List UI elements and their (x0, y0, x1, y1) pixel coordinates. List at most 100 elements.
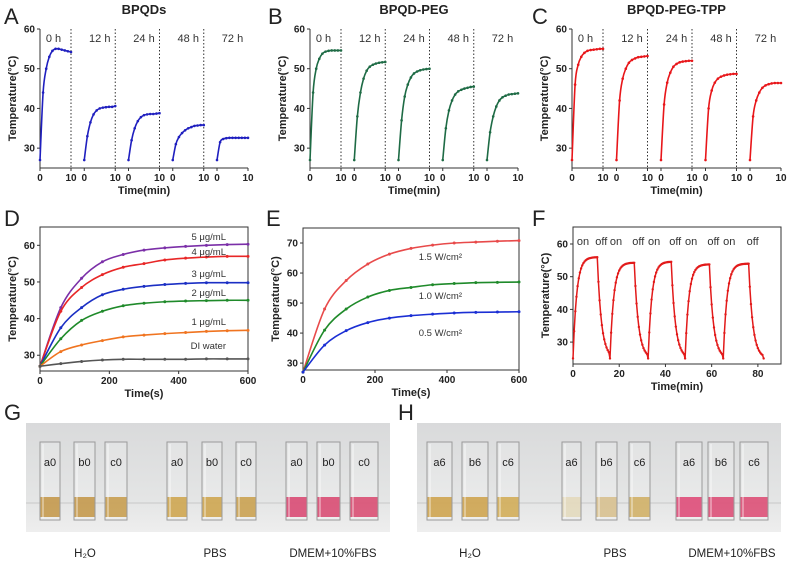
data-point (517, 310, 521, 314)
data-point (633, 261, 636, 264)
data-point (48, 55, 51, 59)
data-point (495, 310, 499, 314)
data-point (204, 255, 208, 259)
data-point (63, 49, 67, 52)
y-tick-label: 40 (24, 314, 36, 325)
x-tick-label: 40 (660, 369, 672, 380)
x-tick-label: 0 (307, 173, 313, 184)
data-point (656, 268, 659, 271)
cuvette-liquid (74, 497, 95, 517)
data-point (366, 295, 370, 299)
group-caption: DMEM+10%FBS (688, 548, 776, 560)
x-tick-label: 10 (380, 173, 392, 184)
panel-letter-c: C (532, 4, 548, 29)
data-point (601, 332, 605, 335)
series-12h (352, 60, 387, 162)
data-point (368, 65, 372, 69)
data-point (710, 89, 713, 92)
data-point (113, 104, 117, 108)
data-point (672, 301, 675, 305)
y-tick-label: 70 (287, 239, 299, 250)
data-point (517, 239, 521, 243)
data-point (453, 93, 457, 96)
cuvette (561, 441, 582, 521)
data-point (204, 357, 208, 361)
data-point (713, 333, 717, 337)
data-point (387, 252, 391, 256)
data-point (761, 353, 764, 357)
cuvette-label: c6 (502, 457, 514, 469)
data-point (612, 298, 615, 302)
cuvette-glass (316, 441, 341, 521)
x-tick-label: 10 (642, 173, 654, 184)
data-point (330, 49, 334, 52)
data-point (750, 316, 754, 319)
x-tick-label: 0 (440, 173, 446, 184)
y-axis-label: Temperature(°C) (7, 256, 19, 342)
cuvette-liquid (676, 497, 702, 517)
chart-title: BPQD-PEG (379, 2, 448, 17)
data-point (41, 91, 45, 94)
data-point (202, 123, 206, 127)
series-label: 2 μg/mL (191, 288, 226, 299)
series-line (704, 73, 737, 161)
y-axis-label: Temperature(°C) (7, 55, 19, 141)
data-point (604, 342, 607, 346)
data-point (80, 276, 84, 280)
data-point (485, 158, 489, 162)
data-point (425, 67, 428, 71)
x-tick-label: 0 (351, 173, 357, 184)
cuvette-glass (595, 441, 618, 521)
cuvette-liquid (497, 497, 519, 517)
data-point (681, 60, 684, 63)
data-point (606, 348, 609, 352)
data-point (323, 307, 327, 311)
data-point (339, 49, 343, 52)
y-tick-label: 50 (557, 272, 569, 283)
data-point (412, 72, 416, 75)
cuvette-glass (496, 441, 520, 521)
data-point (650, 298, 653, 301)
data-point (761, 86, 764, 90)
data-point (687, 59, 691, 63)
x-tick-label: 10 (731, 173, 743, 184)
data-point (636, 55, 640, 59)
cuvette-label: c6 (634, 457, 646, 469)
cuvette-label: c0 (358, 457, 370, 469)
cuvette (707, 441, 735, 521)
data-point (727, 282, 731, 285)
series-line (302, 239, 520, 373)
panel-letter-f: F (532, 206, 545, 231)
series-label: 1.0 W/cm² (419, 291, 462, 302)
data-point (641, 343, 644, 346)
data-point (751, 115, 755, 118)
series-24h (659, 59, 694, 162)
series-line (749, 82, 781, 161)
data-point (735, 72, 738, 76)
cuvette-liquid (462, 497, 488, 517)
data-point (722, 357, 725, 360)
data-point (729, 72, 732, 76)
data-point (177, 135, 181, 139)
data-point (711, 316, 715, 319)
data-point (682, 352, 686, 356)
data-point (633, 57, 637, 60)
data-point (636, 315, 639, 319)
cuvette-label: a0 (290, 457, 302, 469)
series-line (171, 124, 204, 161)
y-tick-label: 40 (557, 305, 569, 316)
segment-label: 24 h (133, 33, 154, 45)
cuvette (461, 441, 489, 521)
data-point (301, 370, 305, 374)
data-point (748, 158, 752, 162)
data-point (724, 313, 727, 316)
data-point (344, 329, 348, 333)
cuvette-glass (73, 441, 96, 521)
cuvette (316, 441, 341, 521)
data-point (80, 306, 84, 310)
data-point (38, 364, 42, 368)
data-point (596, 256, 599, 259)
cuvette-liquid (596, 497, 617, 517)
x-tick-label: 0 (170, 173, 176, 184)
data-point (344, 307, 348, 311)
